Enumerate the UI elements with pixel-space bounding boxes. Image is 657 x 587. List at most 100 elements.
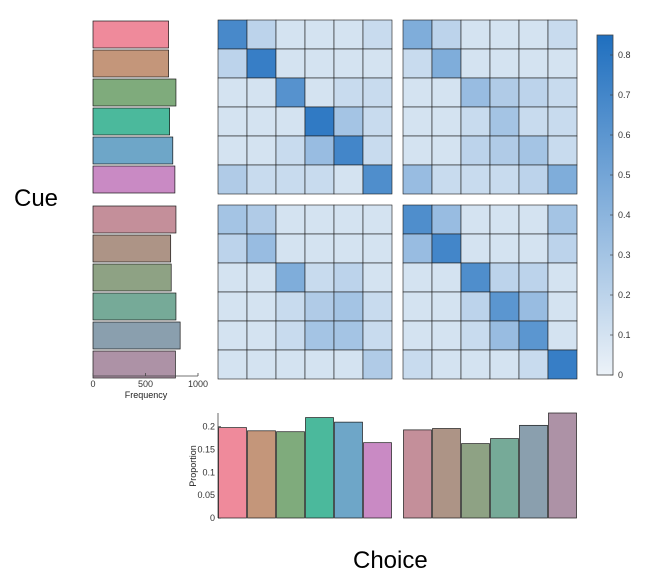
heatmap-cell (362, 164, 393, 195)
heatmap-cell (547, 106, 578, 137)
frequency-tick-label: 0 (90, 379, 95, 389)
heatmap-cell (333, 48, 364, 79)
cue-frequency-bar (92, 165, 176, 194)
heatmap-cell (460, 204, 491, 235)
heatmap-cell (518, 106, 549, 137)
heatmap-cell (460, 77, 491, 108)
heatmap-cell (362, 106, 393, 137)
heatmap-cell (246, 48, 277, 79)
heatmap-cell (333, 19, 364, 50)
heatmap-cell (518, 135, 549, 166)
colorbar-tick-label: 0.5 (618, 170, 631, 180)
heatmap-cell (460, 291, 491, 322)
cue-frequency-bar (92, 205, 177, 234)
heatmap-cell (217, 19, 248, 50)
heatmap-cell (431, 349, 462, 380)
heatmap-cell (460, 349, 491, 380)
cue-frequency-bar (92, 321, 181, 350)
choice-proportion-bar (461, 443, 490, 519)
heatmap-cell (431, 48, 462, 79)
heatmap-cell (275, 19, 306, 50)
heatmap-cell (489, 349, 520, 380)
colorbar-tick-label: 0.1 (618, 330, 631, 340)
heatmap-cell (246, 164, 277, 195)
choice-proportion-chart: 0 0.05 0.1 0.15 0.2 Proportion (188, 412, 577, 523)
heatmap-cell (402, 349, 433, 380)
choice-proportion-bar (403, 429, 432, 519)
heatmap-cell (460, 106, 491, 137)
heatmap-cell (275, 77, 306, 108)
heatmap-cell (547, 349, 578, 380)
heatmap-cell (402, 19, 433, 50)
heatmap-cell (460, 262, 491, 293)
heatmap-cell (217, 291, 248, 322)
cue-frequency-bar (92, 78, 177, 107)
heatmap-cell (217, 77, 248, 108)
choice-proportion-bar (276, 431, 305, 519)
choice-proportion-bar (519, 424, 548, 519)
colorbar-tick-label: 0.8 (618, 50, 631, 60)
heatmap-cell (402, 233, 433, 264)
heatmap-cell (304, 291, 335, 322)
heatmap-cell (431, 135, 462, 166)
frequency-axis-label: Frequency (125, 390, 168, 400)
heatmap-cell (362, 349, 393, 380)
heatmap-cell (431, 233, 462, 264)
heatmap-cell (275, 204, 306, 235)
heatmap-cell (217, 262, 248, 293)
proportion-axis-label: Proportion (188, 445, 198, 487)
heatmap-cell (460, 48, 491, 79)
choice-proportion-bar (548, 412, 577, 519)
heatmap-cell (547, 320, 578, 351)
heatmap-cell (275, 320, 306, 351)
heatmap-cell (431, 19, 462, 50)
heatmap-cell (489, 135, 520, 166)
heatmap-cell (246, 77, 277, 108)
heatmap-cell (304, 349, 335, 380)
frequency-tick-label: 500 (138, 379, 153, 389)
frequency-tick-label: 1000 (188, 379, 208, 389)
choice-proportion-bar (218, 427, 247, 519)
colorbar-tick-label: 0 (618, 370, 623, 380)
heatmap-cell (246, 106, 277, 137)
heatmap-cell (246, 320, 277, 351)
heatmap-cell (489, 106, 520, 137)
heatmap-cell (431, 164, 462, 195)
heatmap-cell (333, 349, 364, 380)
heatmap-cell (547, 262, 578, 293)
colorbar: 0 0.1 0.2 0.3 0.4 0.5 0.6 0.7 0.8 (596, 34, 631, 380)
cue-frequency-bar (92, 263, 172, 292)
heatmap-cell (402, 320, 433, 351)
heatmap-cell (547, 135, 578, 166)
choice-proportion-bar (247, 430, 276, 519)
heatmap-cell (402, 77, 433, 108)
heatmap-cell (460, 164, 491, 195)
heatmap-cell (275, 291, 306, 322)
heatmap-cell (489, 48, 520, 79)
heatmap-cell (489, 320, 520, 351)
heatmap-cell (246, 349, 277, 380)
cue-frequency-bar (92, 107, 171, 136)
heatmap-cell (547, 48, 578, 79)
heatmap-cell (547, 291, 578, 322)
heatmap-cell (304, 233, 335, 264)
colorbar-tick-label: 0.3 (618, 250, 631, 260)
heatmap-cell (431, 320, 462, 351)
cue-frequency-bar (92, 350, 176, 379)
heatmap-cell (275, 135, 306, 166)
heatmap-cell (489, 164, 520, 195)
heatmap-cell (547, 77, 578, 108)
heatmap-cell (460, 233, 491, 264)
proportion-tick-label: 0.05 (197, 490, 215, 500)
heatmap-cell (333, 262, 364, 293)
heatmap-cell (362, 262, 393, 293)
heatmap-cell (489, 77, 520, 108)
proportion-tick-label: 0.2 (202, 422, 215, 432)
heatmap-cell (460, 320, 491, 351)
cue-frequency-bar (92, 20, 169, 49)
heatmap-cell (518, 262, 549, 293)
heatmap-cell (217, 233, 248, 264)
heatmap-cell (304, 77, 335, 108)
colorbar-tick-label: 0.7 (618, 90, 631, 100)
